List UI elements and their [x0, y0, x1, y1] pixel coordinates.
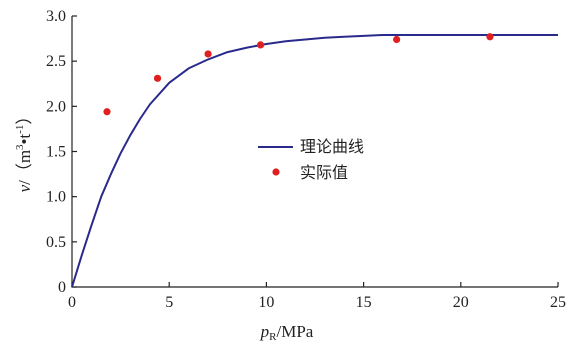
y-axis-title-close: ） [15, 108, 34, 125]
y-tick-label: 1.0 [46, 189, 66, 206]
y-tick-label: 3.0 [46, 8, 66, 25]
y-tick-label: 0.5 [46, 234, 66, 251]
y-axis-title-sup2: -1 [14, 125, 26, 134]
y-axis-title-bullet: • [15, 138, 34, 144]
y-tick-label: 1.5 [46, 144, 66, 161]
x-axis-title-unit: /MPa [277, 322, 314, 341]
y-axis-title-t: t [15, 133, 34, 138]
y-tick-label: 2.0 [46, 98, 66, 115]
x-tick-label: 25 [550, 294, 566, 311]
x-tick-label: 20 [453, 294, 469, 311]
legend-dot-swatch [272, 168, 280, 176]
x-axis-title-var: p [260, 322, 270, 341]
x-tick-label: 0 [68, 294, 76, 311]
data-point-actual [204, 50, 212, 58]
y-tick-label: 0 [58, 279, 66, 296]
x-axis-ticks: 0 5 10 15 20 25 [68, 282, 566, 311]
data-point-actual [393, 35, 401, 44]
data-point-actual [486, 33, 494, 41]
legend: 理论曲线 实际值 [258, 137, 364, 182]
x-axis-title-sub: R [269, 331, 277, 343]
data-point-actual [256, 41, 265, 49]
series-line-theory [71, 34, 558, 288]
x-axis-title: pR/MPa [260, 322, 314, 343]
x-tick-label: 5 [165, 294, 173, 311]
x-tick-label: 10 [258, 294, 274, 311]
plot-area [71, 33, 558, 288]
y-axis-title-sup1: 3 [14, 144, 26, 150]
y-axis-title-var: v [15, 184, 34, 192]
y-axis-title: v/（m3•t-1） [14, 108, 34, 193]
x-tick-label: 15 [356, 294, 372, 311]
legend-label-actual: 实际值 [300, 163, 348, 182]
legend-label-theory: 理论曲线 [300, 137, 364, 156]
y-axis-title-open: /（m [15, 150, 34, 185]
y-axis-ticks: 0 0.5 1.0 1.5 2.0 2.5 3.0 [46, 8, 77, 296]
data-point-actual [153, 74, 162, 82]
data-point-actual [103, 108, 111, 116]
y-tick-label: 2.5 [46, 53, 66, 70]
